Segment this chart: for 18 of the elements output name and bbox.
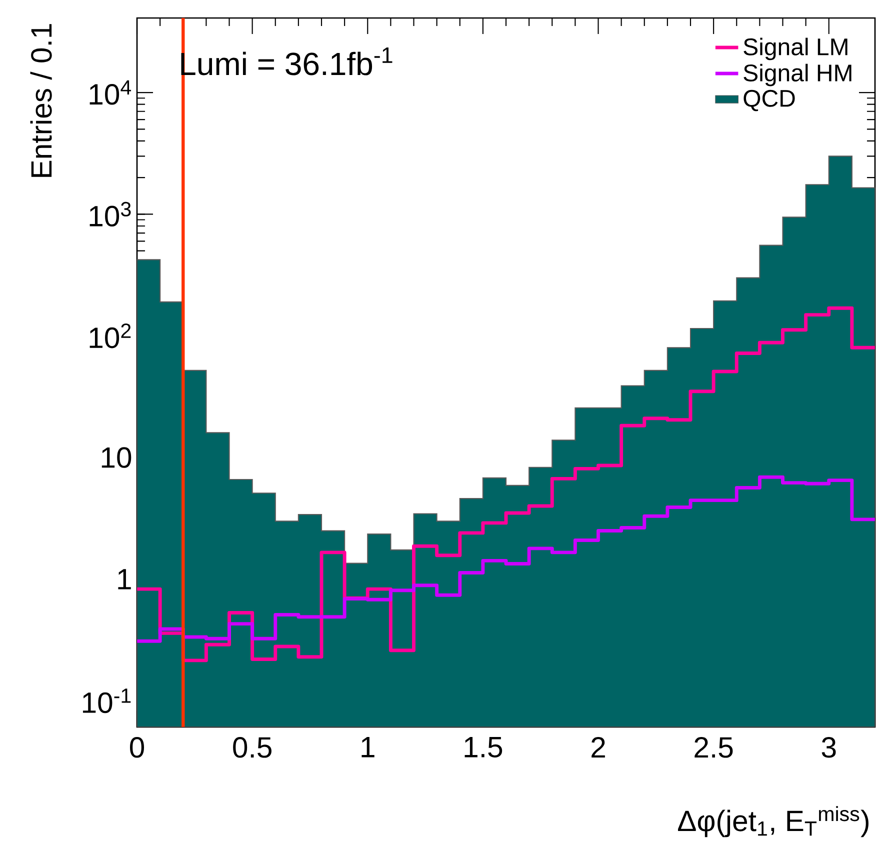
x-tick-label: 2 (592, 737, 605, 758)
y-tick-label: 10 (102, 447, 132, 468)
x-tick-label: 3 (822, 737, 836, 758)
y-tick-label: 10$^{4}$ (90, 80, 132, 105)
legend-label: Signal LM (744, 38, 848, 60)
y-tick-label: 1 (118, 569, 131, 590)
y-tick-label: 10$^{2}$ (90, 324, 131, 348)
x-axis-title: Δφ(jet$_{1}$, E$_{T}$$^{miss}$) (678, 806, 868, 838)
y-axis-title: Entries / 0.1 (30, 24, 52, 177)
x-tick-label: 1 (362, 737, 374, 758)
x-tick-label: 1.5 (464, 737, 502, 758)
legend-label: Signal HM (744, 64, 852, 86)
x-tick-label: 0.5 (233, 737, 272, 758)
legend-label: QCD (744, 90, 795, 112)
y-tick-label: 10$^{-1}$ (82, 688, 131, 714)
x-tick-label: 0 (130, 737, 144, 758)
y-tick-label: 10$^{3}$ (90, 202, 131, 227)
x-tick-label: 2.5 (694, 737, 733, 758)
